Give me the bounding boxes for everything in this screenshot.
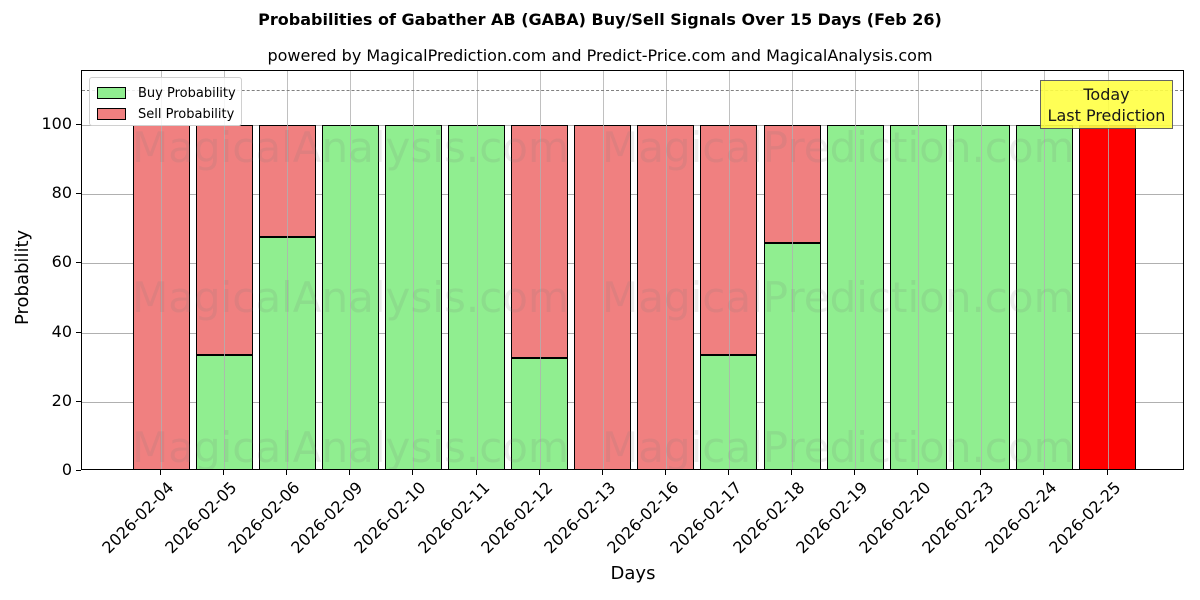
gridline-horizontal xyxy=(82,332,1183,334)
gridline-vertical xyxy=(981,71,982,469)
chart-title: Probabilities of Gabather AB (GABA) Buy/… xyxy=(258,10,942,29)
x-tick-mark xyxy=(412,470,414,475)
x-tick-mark xyxy=(791,470,792,475)
y-tick-label: 80 xyxy=(51,183,72,203)
gridline-vertical xyxy=(287,71,288,469)
y-tick-label: 100 xyxy=(41,114,72,133)
y-tick-mark xyxy=(76,470,81,471)
gridline-horizontal xyxy=(82,263,1183,265)
gridline-vertical xyxy=(161,71,162,469)
x-tick-mark xyxy=(917,470,919,475)
y-tick-mark xyxy=(76,400,81,402)
gridline-vertical xyxy=(540,71,541,469)
bar-buy xyxy=(511,357,569,469)
y-tick-mark xyxy=(76,124,81,125)
y-tick-label: 0 xyxy=(61,460,72,479)
x-axis-label: Days xyxy=(610,563,656,584)
bar-sell xyxy=(511,125,569,358)
reference-line xyxy=(82,90,1183,92)
x-tick-mark xyxy=(223,470,225,475)
x-tick-mark xyxy=(601,470,603,475)
x-tick-mark xyxy=(286,470,288,475)
bar-sell xyxy=(700,125,758,356)
gridline-vertical xyxy=(413,71,414,469)
gridline-vertical xyxy=(729,71,730,469)
sell-swatch-icon xyxy=(97,108,126,120)
gridline-vertical xyxy=(1044,71,1045,469)
x-tick-mark xyxy=(727,470,729,475)
gridline-horizontal xyxy=(82,194,1183,196)
gridline-vertical xyxy=(1108,71,1109,469)
bar-sell xyxy=(637,125,695,469)
gridline-vertical xyxy=(792,71,793,469)
gridline-vertical xyxy=(855,71,856,469)
y-tick-label: 40 xyxy=(51,321,72,341)
legend-sell-label: Sell Probability xyxy=(138,106,235,122)
x-tick-mark xyxy=(160,470,161,475)
gridline-vertical xyxy=(350,71,351,469)
x-tick-mark xyxy=(1106,470,1108,475)
legend: Buy Probability Sell Probability xyxy=(89,77,242,126)
last-prediction-label: Last Prediction xyxy=(1047,106,1166,125)
bar-highlight-today xyxy=(1079,125,1136,469)
x-tick-mark xyxy=(664,470,666,475)
plot-area: Buy Probability Sell Probability Today L… xyxy=(81,70,1184,470)
legend-buy-label: Buy Probability xyxy=(138,85,236,101)
x-tick-mark xyxy=(1043,470,1045,475)
chart-subtitle: powered by MagicalPrediction.com and Pre… xyxy=(267,46,933,65)
x-tick-mark xyxy=(854,470,856,475)
bar-sell xyxy=(574,125,632,469)
buy-swatch-icon xyxy=(97,87,126,99)
today-annotation: Today Last Prediction xyxy=(1040,80,1173,129)
x-tick-mark xyxy=(538,470,540,475)
x-tick-mark xyxy=(349,470,351,475)
today-label: Today xyxy=(1083,85,1130,104)
y-tick-label: 20 xyxy=(51,390,72,410)
gridline-vertical xyxy=(918,71,919,469)
bar-buy xyxy=(448,125,505,469)
x-tick-mark xyxy=(980,470,982,475)
gridline-vertical xyxy=(477,71,478,469)
y-tick-mark xyxy=(76,193,81,195)
x-tick-mark xyxy=(475,470,477,475)
y-tick-mark xyxy=(76,331,81,333)
gridline-horizontal xyxy=(82,401,1183,403)
gridline-vertical xyxy=(666,71,667,469)
legend-item-sell: Sell Probability xyxy=(97,106,234,122)
legend-item-buy: Buy Probability xyxy=(97,85,236,101)
gridline-vertical xyxy=(603,71,604,469)
y-tick-label: 60 xyxy=(51,252,72,272)
gridline-horizontal xyxy=(82,125,1183,126)
bar-buy xyxy=(700,355,758,469)
gridline-vertical xyxy=(224,71,225,469)
y-axis-label: Probability xyxy=(12,229,33,325)
y-tick-mark xyxy=(76,262,81,264)
